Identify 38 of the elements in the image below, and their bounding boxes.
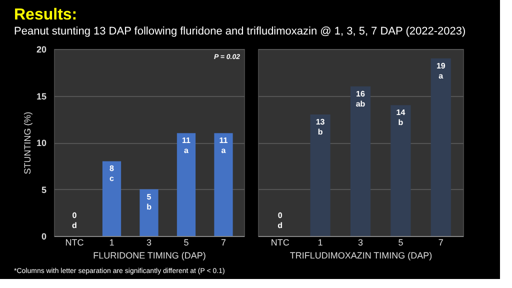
x-tick-label: 5 [398,238,404,248]
bar [430,58,451,236]
bar [390,105,411,236]
text: 0 d [72,211,77,230]
text: 14 b [396,108,406,128]
x-axis-title: TRIFLUDIMOXAZIN TIMING (DAP) [290,250,432,260]
text: 5 b [146,192,152,212]
bar [214,133,233,236]
y-tick-label: 20 [36,44,46,54]
chart-title: Results: [14,6,78,24]
text: 0 d [278,211,283,230]
y-tick-label: 5 [41,184,46,195]
x-tick-label: 7 [221,238,226,248]
y-tick-label: 15 [36,91,46,102]
chart-subtitle: Peanut stunting 13 DAP following fluridone and trifludimoxazin @ 1, 3, 5, 7 DAP (2022-2023) [14,26,466,38]
y-axis-title: STUNTING (%) [22,112,32,174]
bar [102,161,122,236]
y-tick-label: 10 [36,138,46,148]
bar [140,189,158,236]
x-tick-label: 1 [109,238,114,248]
bar [350,86,371,236]
y-tick-label: 0 [41,232,46,242]
text: 11 a [219,136,228,156]
text: 13 b [316,117,325,136]
x-tick-label: 5 [184,238,189,248]
x-tick-label: 1 [318,238,323,248]
x-tick-label: 3 [146,238,152,248]
x-axis-title: FLURIDONE TIMING (DAP) [93,250,206,260]
text: 19 a [436,61,446,80]
text: 16 ab [356,89,366,108]
bar [310,114,330,236]
x-tick-label: NTC [270,238,290,248]
text: 11 a [182,136,190,156]
text: 8 c [110,164,114,184]
x-tick-label: 7 [438,238,444,248]
x-tick-label: NTC [65,238,84,248]
x-tick-label: 3 [358,238,364,248]
bar [176,133,196,236]
